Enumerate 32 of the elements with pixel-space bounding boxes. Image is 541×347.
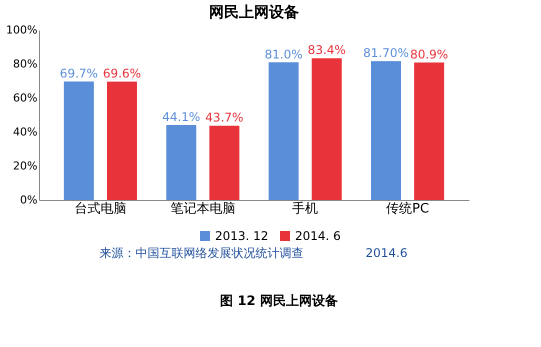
chart-title: 网民上网设备: [209, 3, 299, 21]
data-label: 44.1%: [162, 110, 200, 124]
y-tick-label: 40%: [13, 126, 38, 138]
y-tick-label: 20%: [13, 160, 38, 172]
data-label: 83.4%: [308, 43, 346, 58]
x-tick-label: 传统PC: [386, 202, 430, 216]
text: 2014.6: [366, 246, 408, 260]
legend-label: 2014. 6: [295, 229, 341, 243]
y-tick-label: 0%: [20, 194, 38, 206]
y-tick-label: 100%: [6, 24, 38, 36]
y-tick-label: 60%: [13, 92, 38, 104]
bar: [166, 125, 196, 200]
bar: [312, 58, 342, 200]
data-label: 43.7%: [205, 110, 244, 125]
bar: [209, 126, 240, 200]
bar: [64, 82, 94, 200]
caption: 图 12 网民上网设备: [220, 294, 338, 309]
data-label: 81.70%: [363, 46, 409, 60]
source-note: 来源：中国互联网络发展状况统计调查: [100, 246, 304, 260]
bar: [371, 61, 402, 200]
x-tick-label: 手机: [292, 202, 318, 216]
x-tick-label: 笔记本电脑: [170, 202, 236, 216]
data-label: 69.6%: [102, 66, 142, 81]
y-tick-label: 80%: [13, 58, 38, 70]
bar: [106, 82, 137, 200]
legend-label: 2013. 12: [215, 229, 268, 243]
data-label: 81.0%: [264, 47, 303, 62]
data-label: 69.7%: [60, 66, 98, 81]
bar: [414, 62, 444, 200]
bar: [268, 62, 299, 200]
x-tick-label: 台式电脑: [74, 202, 126, 216]
data-label: 80.9%: [410, 47, 448, 62]
